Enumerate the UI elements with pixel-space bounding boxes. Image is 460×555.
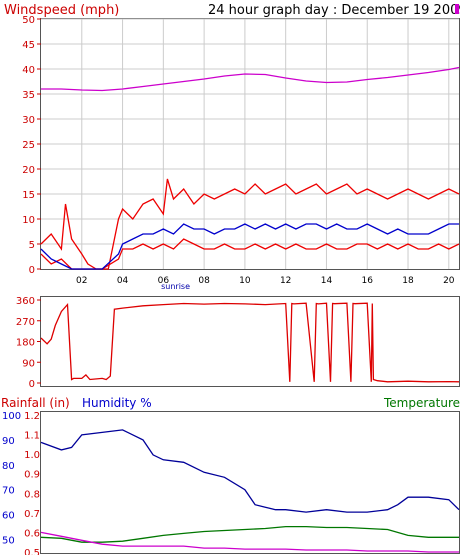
direction-direction-line [40, 302, 460, 383]
temperature-label: Temperature [383, 396, 460, 410]
wind-series [40, 66, 460, 270]
wind-x-tick-label: 04 [117, 276, 129, 286]
rainfall-axis-label: Rainfall (in) [1, 396, 70, 410]
bottom-y-axes: 0.5 0.6 0.7 0.8 0.9 1.0 1.1 1.2 50 60 70 80 90 100 [2, 411, 40, 555]
direction-y-tick-label: 270 [16, 317, 35, 328]
wind-y-tick-label: 25 [22, 140, 35, 151]
bottom-temperature-line [40, 525, 459, 543]
wind-x-tick-label: 16 [362, 276, 374, 286]
bottom-series [40, 429, 460, 553]
humidity-y-tick-label: 100 [2, 411, 21, 422]
rainfall-y-tick-label: 0.5 [24, 548, 40, 555]
graph-title: 24 hour graph day : December 19 2009 [208, 3, 460, 18]
wind-y-tick-label: 15 [22, 190, 35, 201]
wind-x-tick-label: 08 [198, 276, 210, 286]
humidity-axis-label: Humidity % [82, 396, 152, 410]
direction-y-tick-label: 360 [16, 296, 35, 307]
wind-gust_band_high-line [40, 178, 460, 270]
wind-y-tick-label: 20 [22, 165, 35, 176]
wind-y-tick-label: 40 [22, 65, 35, 76]
direction-y-axis: 0 90 180 270 360 [16, 296, 41, 390]
wind-x-tick-label: 10 [239, 276, 251, 286]
rainfall-y-tick-label: 1.2 [24, 411, 40, 422]
wind-y-tick-label: 30 [22, 115, 35, 126]
wind-x-axis: 02 04 06 08 10 12 14 16 18 20 [76, 276, 455, 286]
direction-y-tick-label: 90 [22, 358, 35, 369]
wind-x-tick-label: 02 [76, 276, 87, 286]
humidity-y-tick-label: 80 [2, 461, 15, 472]
rainfall-y-tick-label: 1.1 [24, 431, 40, 442]
wind-x-tick-label: 06 [158, 276, 170, 286]
humidity-y-tick-label: 70 [2, 486, 15, 497]
sunrise-annotation: sunrise [161, 282, 190, 291]
rainfall-y-tick-label: 0.8 [24, 489, 40, 500]
legend-swatch-pressure [455, 4, 459, 14]
direction-y-tick-label: 0 [29, 379, 35, 390]
humidity-y-tick-label: 90 [2, 436, 15, 447]
bottom-humidity-line [40, 429, 460, 513]
wind-gridlines [41, 18, 459, 269]
wind-x-tick-label: 12 [280, 276, 291, 286]
rainfall-y-tick-label: 0.7 [24, 509, 40, 520]
wind-y-tick-label: 0 [29, 265, 35, 276]
humidity-y-tick-label: 50 [2, 536, 15, 547]
wind-x-tick-label: 20 [443, 276, 455, 286]
wind-y-tick-label: 10 [22, 215, 35, 226]
wind-average-line [40, 223, 459, 270]
wind-y-tick-label: 45 [22, 40, 35, 51]
rainfall-y-tick-label: 0.6 [24, 528, 40, 539]
rainfall-y-tick-label: 1.0 [24, 450, 40, 461]
direction-y-tick-label: 180 [16, 338, 35, 349]
wind-y-tick-label: 50 [22, 15, 35, 26]
wind-gust_band_low-line [40, 238, 460, 270]
wind-y-tick-label: 5 [29, 240, 35, 251]
wind-y-tick-label: 35 [22, 90, 35, 101]
rainfall-y-tick-label: 0.9 [24, 470, 40, 481]
wind-pressure-line [41, 66, 460, 92]
humidity-y-tick-label: 60 [2, 511, 15, 522]
wind-y-axis: 0 5 10 15 20 25 30 35 40 45 50 [22, 15, 41, 276]
bottom-baseline-line [40, 531, 459, 553]
windspeed-title: Windspeed (mph) [4, 3, 119, 18]
wind-x-tick-label: 18 [402, 276, 414, 286]
wind-x-tick-label: 14 [321, 276, 333, 286]
direction-panel-frame [40, 296, 460, 387]
direction-series [40, 302, 460, 383]
